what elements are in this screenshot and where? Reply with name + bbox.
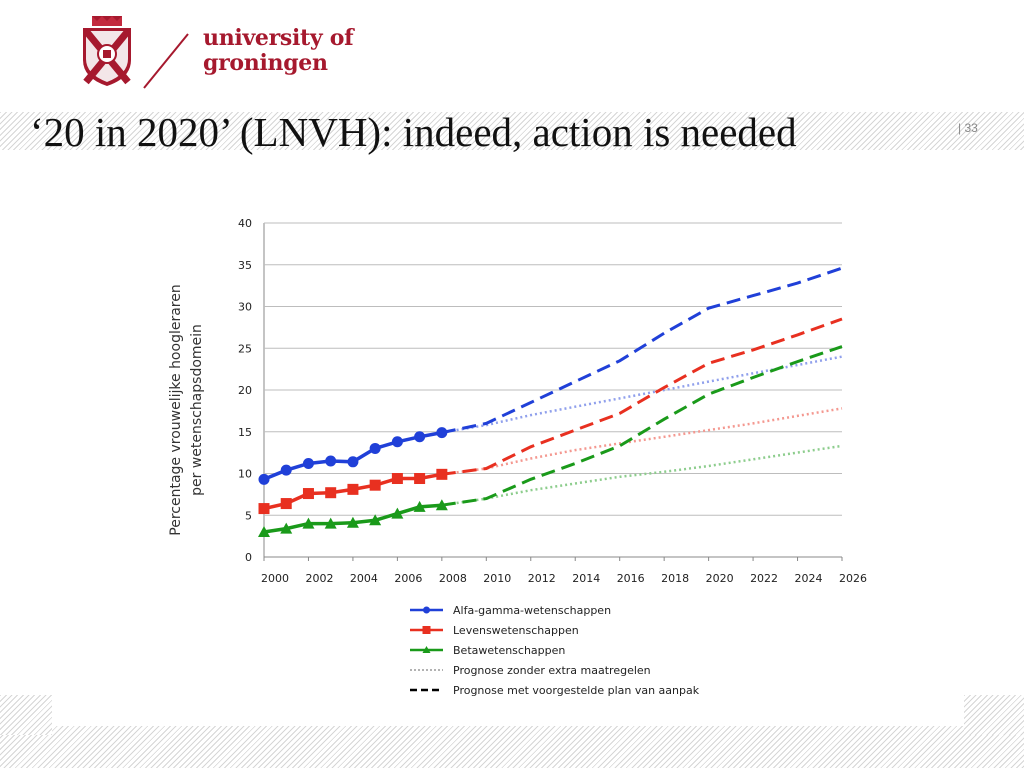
footer-band: [0, 726, 1024, 768]
betawetenschappen-point: [324, 517, 337, 529]
legend-marker: [423, 606, 430, 614]
alfa-gamma-wetenschappen-point: [391, 436, 403, 448]
y-tick-label: 5: [245, 509, 252, 522]
levenswetenschappen-forecast-plan-line: [441, 317, 843, 476]
x-tick-label: 2020: [706, 572, 734, 585]
alfa-gamma-wetenschappen-point: [436, 427, 448, 439]
x-tick-label: 2014: [572, 572, 600, 585]
x-tick-label: 2010: [483, 572, 511, 585]
y-tick-label: 10: [238, 468, 252, 481]
alfa-gamma-wetenschappen-point: [347, 456, 359, 468]
levenswetenschappen-forecast-plain-line: [441, 407, 843, 476]
y-axis-label-line-2: per wetenschapsdomein: [189, 324, 205, 496]
x-tick-label: 2004: [350, 572, 378, 585]
y-tick-label: 25: [238, 342, 252, 355]
x-axis-ticks: 2000 2002 2004 2006 2008 2010 2012 2014 2016 2018…: [261, 572, 867, 585]
levenswetenschappen-point: [280, 498, 292, 510]
levenswetenschappen-point: [436, 468, 448, 480]
betawetenschappen-point: [369, 514, 382, 526]
alfa-gamma-wetenschappen-point: [325, 455, 337, 467]
betawetenschappen-point: [258, 525, 270, 537]
legend-label: Betawetenschappen: [453, 644, 565, 657]
alfa-gamma-wetenschappen-forecast-plan-line: [441, 266, 843, 435]
alfa-gamma-wetenschappen-point: [258, 473, 270, 485]
university-crest-logo: [83, 16, 131, 86]
levenswetenschappen-point: [369, 479, 381, 491]
betawetenschappen-forecast-plain-line: [441, 444, 843, 507]
legend-marker: [422, 646, 431, 653]
university-wordmark: university of groningen: [203, 25, 354, 76]
betawetenschappen-point: [413, 500, 426, 512]
y-tick-label: 35: [238, 259, 252, 272]
levenswetenschappen-point: [258, 503, 270, 515]
levenswetenschappen-point: [347, 483, 359, 495]
alfa-gamma-wetenschappen-point: [414, 431, 426, 443]
chart-legend: Alfa-gamma-wetenschappen Levenswetenschap…: [410, 604, 700, 697]
x-tick-label: 2022: [750, 572, 778, 585]
betawetenschappen-forecast-plan-line: [441, 345, 843, 507]
wordmark-line-2: groningen: [203, 50, 328, 76]
betawetenschappen-point: [280, 522, 293, 534]
x-tick-label: 2026: [839, 572, 867, 585]
levenswetenschappen-point: [414, 473, 426, 485]
y-tick-label: 30: [238, 301, 252, 314]
y-tick-label: 40: [238, 217, 252, 230]
x-tick-label: 2008: [439, 572, 467, 585]
chart-series: [258, 266, 843, 537]
y-axis-ticks: 0 5 10 15 20 25 30 35 40: [238, 217, 252, 564]
betawetenschappen-point: [346, 516, 359, 528]
slide-title: ‘20 in 2020’ (LNVH): indeed, action is n…: [30, 109, 797, 155]
y-axis-label-line-1: Percentage vrouwelijke hoogleraren: [168, 284, 184, 535]
y-tick-label: 15: [238, 426, 252, 439]
y-tick-label: 0: [245, 551, 252, 564]
y-tick-label: 20: [238, 384, 252, 397]
wordmark-line-1: university of: [203, 25, 354, 51]
betawetenschappen-point: [391, 507, 404, 519]
levenswetenschappen-point: [302, 488, 314, 500]
footer-strip-left: [0, 695, 52, 735]
x-tick-label: 2000: [261, 572, 289, 585]
x-tick-label: 2018: [661, 572, 689, 585]
x-tick-label: 2006: [394, 572, 422, 585]
slide-number: | 33: [958, 121, 978, 135]
legend-label: Levenswetenschappen: [453, 624, 579, 637]
title-band: [0, 112, 1024, 150]
legend-label: Prognose zonder extra maatregelen: [453, 664, 651, 677]
betawetenschappen-point: [435, 499, 448, 511]
x-tick-label: 2016: [617, 572, 645, 585]
footer-strip-right: [964, 695, 1024, 735]
alfa-gamma-wetenschappen-point: [302, 457, 314, 469]
alfa-gamma-wetenschappen-point: [280, 464, 292, 476]
logo-divider-slash: [143, 33, 189, 89]
alfa-gamma-wetenschappen-point: [369, 442, 381, 454]
levenswetenschappen-point: [325, 487, 337, 499]
x-tick-label: 2002: [305, 572, 333, 585]
x-tick-label: 2012: [528, 572, 556, 585]
chart-gridlines: [263, 222, 843, 561]
levenswetenschappen-point: [391, 473, 403, 485]
legend-label: Alfa-gamma-wetenschappen: [453, 604, 611, 617]
legend-label: Prognose met voorgestelde plan van aanpa…: [453, 684, 700, 697]
legend-marker: [422, 626, 431, 634]
x-tick-label: 2024: [795, 572, 823, 585]
betawetenschappen-point: [302, 517, 315, 529]
